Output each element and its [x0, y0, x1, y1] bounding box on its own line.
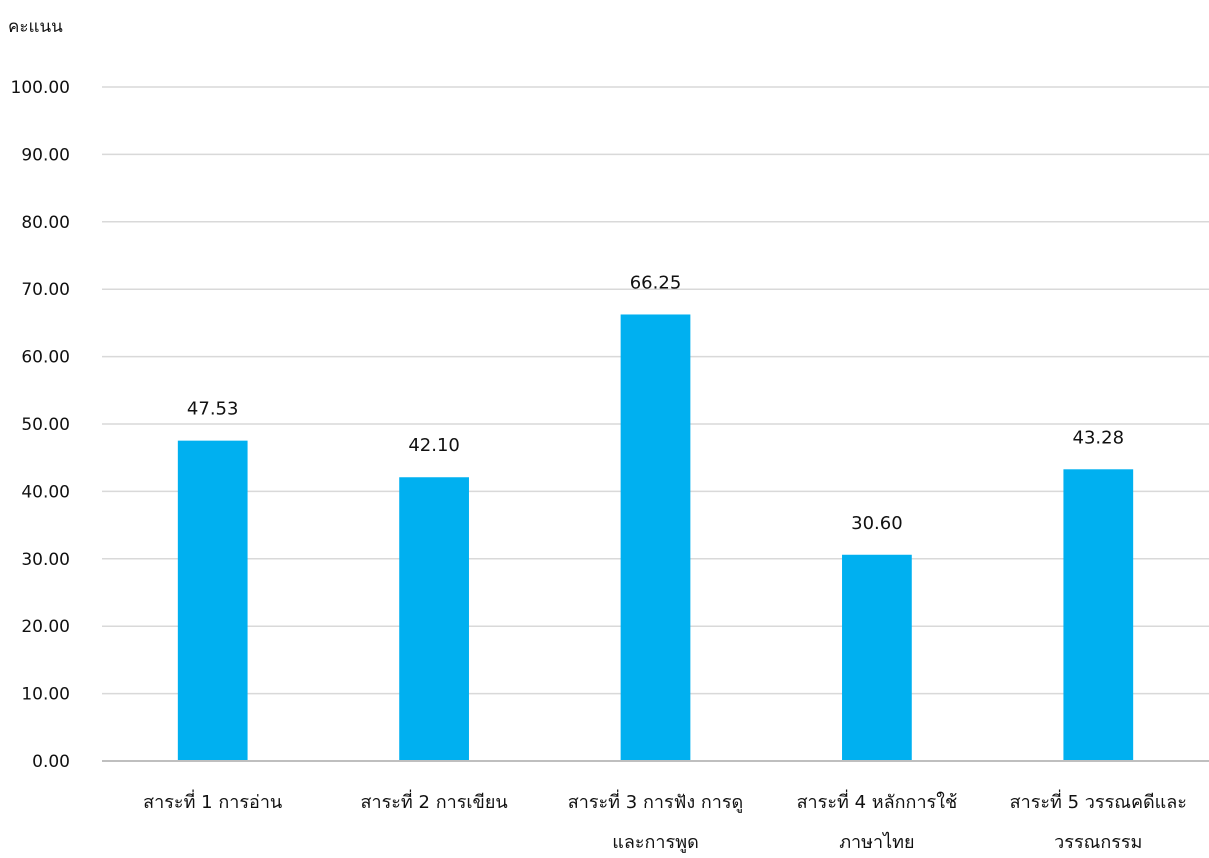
- data-label: 66.25: [630, 272, 682, 293]
- y-tick-label: 20.00: [21, 617, 70, 637]
- data-label: 30.60: [851, 513, 903, 534]
- y-tick-label: 40.00: [21, 482, 70, 502]
- data-label: 47.53: [187, 399, 239, 420]
- y-axis-ticks: 0.00 10.00 20.00 30.00 40.00 50.00 60.00 70.00 8…: [11, 78, 70, 772]
- y-tick-label: 50.00: [21, 415, 70, 435]
- data-labels: 47.53 42.10 66.25 30.60 43.28: [187, 272, 1124, 533]
- y-tick-label: 30.00: [21, 550, 70, 570]
- y-tick-label: 70.00: [21, 280, 70, 300]
- x-tick-label: และการพูด: [612, 832, 699, 853]
- x-tick-label: ภาษาไทย: [839, 831, 914, 853]
- y-tick-label: 10.00: [21, 685, 70, 705]
- y-axis-title: คะแนน: [8, 17, 63, 37]
- x-tick-label: สาระที่ 4 หลักการใช้: [797, 789, 958, 813]
- x-tick-label: สาระที่ 1 การอ่าน: [143, 789, 282, 813]
- bar: [842, 554, 912, 761]
- data-label: 42.10: [408, 435, 460, 456]
- y-tick-label: 90.00: [21, 145, 70, 165]
- x-tick-label: สาระที่ 3 การฟัง การดู: [568, 789, 743, 813]
- y-tick-label: 80.00: [21, 213, 70, 233]
- bar: [399, 477, 469, 761]
- bar: [1063, 469, 1134, 761]
- x-tick-label: สาระที่ 5 วรรณคดีและ: [1010, 789, 1187, 813]
- bar: [620, 314, 691, 761]
- bar: [177, 440, 248, 761]
- y-tick-label: 100.00: [11, 78, 70, 98]
- x-tick-label: วรรณกรรม: [1054, 832, 1142, 853]
- bars: [177, 314, 1134, 761]
- y-tick-label: 0.00: [32, 752, 70, 772]
- x-tick-label: สาระที่ 2 การเขียน: [361, 789, 508, 813]
- y-tick-label: 60.00: [21, 348, 70, 368]
- x-axis-ticks: สาระที่ 1 การอ่าน สาระที่ 2 การเขียน สาระท…: [143, 789, 1187, 853]
- data-label: 43.28: [1073, 427, 1125, 448]
